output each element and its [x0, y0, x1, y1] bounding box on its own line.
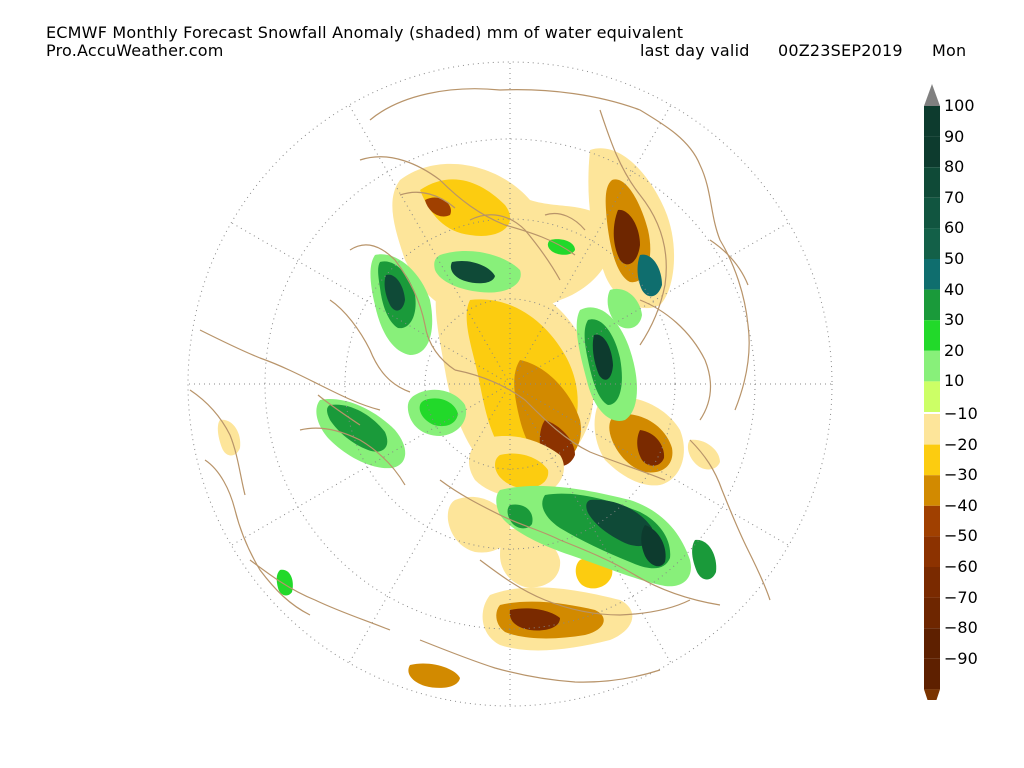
anomaly-region: [425, 197, 451, 217]
colorbar-tick-label: 30: [944, 310, 965, 330]
colorbar-over-triangle: [924, 84, 940, 106]
colorbar-swatch: [924, 350, 940, 382]
anomaly-region: [613, 209, 640, 265]
colorbar-tick-label: −50: [944, 526, 978, 546]
colorbar-tick-label: 50: [944, 249, 965, 268]
colorbar-tick-label: 40: [944, 279, 965, 299]
colorbar-tick-label: −40: [944, 495, 978, 515]
anomaly-region: [637, 254, 662, 297]
colorbar-tick-label: −60: [944, 557, 978, 576]
colorbar-swatch: [924, 320, 940, 351]
colorbar-swatch: [924, 597, 940, 629]
colorbar-under-triangle: [924, 689, 940, 700]
colorbar-tick-label: 60: [944, 218, 965, 238]
colorbar-swatch: [924, 536, 940, 567]
colorbar-swatch: [924, 259, 940, 290]
anomaly-region: [450, 260, 495, 284]
valid-day: Mon: [932, 41, 967, 60]
anomaly-region: [509, 608, 560, 631]
colorbar-tick-label: 10: [944, 371, 965, 391]
colorbar-tick-label: 90: [944, 126, 965, 146]
colorbar-tick-label: −10: [944, 404, 978, 423]
colorbar-tick-label: −30: [944, 465, 978, 485]
anomaly-region: [692, 539, 717, 580]
anomaly-region: [687, 439, 720, 470]
valid-time: 00Z23SEP2019: [778, 41, 903, 60]
colorbar-tick-label: 80: [944, 157, 965, 177]
colorbar-swatch: [924, 197, 940, 229]
colorbar-swatch: [924, 505, 940, 537]
colorbar-positive: [924, 84, 940, 412]
colorbar-swatch: [924, 414, 940, 445]
colorbar-swatch: [924, 136, 940, 168]
colorbar-negative: [924, 414, 940, 700]
anomaly-region: [637, 430, 665, 466]
anomaly-region: [217, 419, 241, 456]
colorbar-swatch: [924, 167, 940, 198]
anomaly-region: [507, 504, 533, 529]
colorbar-swatch: [924, 289, 940, 321]
colorbar-swatch: [924, 567, 940, 598]
anomaly-region: [420, 179, 511, 236]
anomaly-region: [592, 334, 613, 380]
colorbar-swatch: [924, 228, 940, 259]
map-shading: [217, 148, 720, 688]
anomaly-region: [408, 663, 460, 688]
colorbar-tick-label: −90: [944, 648, 978, 668]
anomaly-region: [607, 288, 642, 329]
anomaly-region: [447, 496, 511, 553]
anomaly-region: [586, 499, 653, 547]
colorbar-tick-label: 100: [944, 96, 975, 115]
map-title: ECMWF Monthly Forecast Snowfall Anomaly …: [46, 23, 684, 42]
colorbar-swatch: [924, 381, 940, 412]
anomaly-region: [276, 569, 293, 596]
colorbar-tick-label: 70: [944, 187, 965, 207]
colorbar-swatch: [924, 475, 940, 506]
anomaly-region: [327, 404, 388, 452]
anomaly-region: [384, 274, 405, 311]
colorbar-tick-label: 20: [944, 340, 965, 360]
colorbar: [924, 84, 940, 700]
colorbar-swatch: [924, 628, 940, 659]
colorbar-tick-label: −20: [944, 434, 978, 454]
colorbar-swatch: [924, 658, 940, 690]
anomaly-region: [641, 525, 666, 567]
source-label: Pro.AccuWeather.com: [46, 41, 224, 60]
valid-label: last day valid: [640, 41, 750, 60]
anomaly-region: [495, 453, 549, 489]
colorbar-swatch: [924, 444, 940, 476]
colorbar-tick-label: −70: [944, 587, 978, 607]
colorbar-swatch: [924, 106, 940, 137]
colorbar-tick-label: −80: [944, 618, 978, 638]
graticule: [187, 61, 833, 707]
coastlines: [189, 88, 771, 683]
